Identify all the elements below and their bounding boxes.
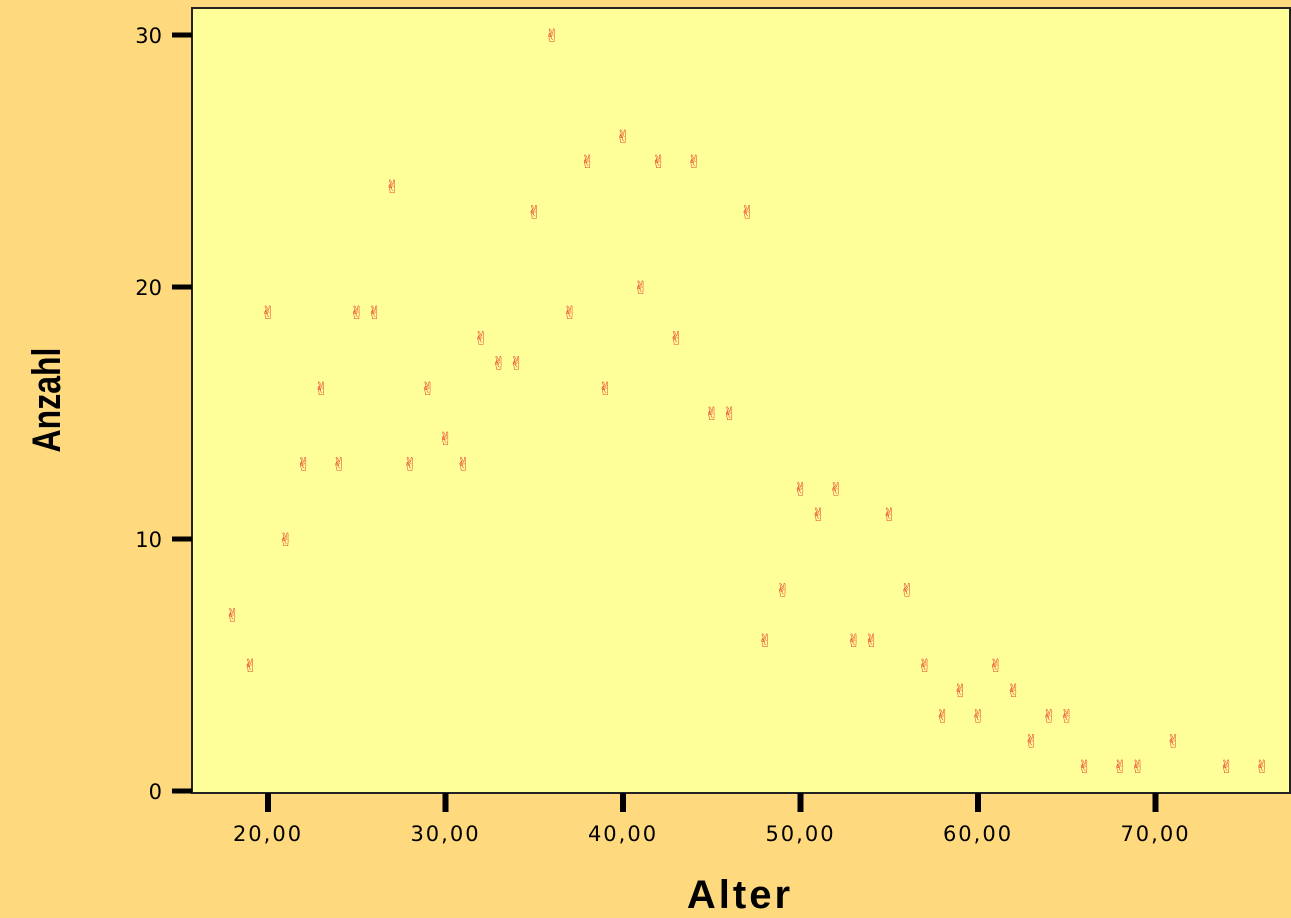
data-point: ✌ xyxy=(970,706,985,727)
data-point: ✌ xyxy=(402,454,417,475)
data-point: ✌ xyxy=(385,177,400,198)
data-point: ✌ xyxy=(935,706,950,727)
y-tick-label: 30 xyxy=(135,24,162,48)
data-point: ✌ xyxy=(456,454,471,475)
data-point: ✌ xyxy=(953,681,968,702)
data-point: ✌ xyxy=(811,505,826,526)
x-tick-label: 70,00 xyxy=(1120,822,1190,846)
data-point: ✌ xyxy=(243,656,258,677)
data-point: ✌ xyxy=(615,127,630,148)
data-point: ✌ xyxy=(1254,757,1269,778)
data-point: ✌ xyxy=(527,202,542,223)
data-point: ✌ xyxy=(544,26,559,47)
x-tick-label: 40,00 xyxy=(588,822,658,846)
data-point: ✌ xyxy=(473,328,488,349)
data-point: ✌ xyxy=(882,505,897,526)
data-point: ✌ xyxy=(651,152,666,173)
data-point: ✌ xyxy=(278,530,293,551)
x-tick-label: 60,00 xyxy=(943,822,1013,846)
data-point: ✌ xyxy=(562,303,577,324)
data-point: ✌ xyxy=(314,379,329,400)
data-point: ✌ xyxy=(509,354,524,375)
data-point: ✌ xyxy=(1077,757,1092,778)
data-point: ✌ xyxy=(296,454,311,475)
plot-area xyxy=(191,7,1291,794)
data-point: ✌ xyxy=(260,303,275,324)
data-point: ✌ xyxy=(740,202,755,223)
y-tick-label: 20 xyxy=(135,276,162,300)
x-tick-label: 30,00 xyxy=(410,822,480,846)
data-point: ✌ xyxy=(1024,732,1039,753)
data-point: ✌ xyxy=(633,278,648,299)
data-point: ✌ xyxy=(491,354,506,375)
data-point: ✌ xyxy=(1112,757,1127,778)
axes: 0 10 20 30 20,00 30,00 40,00 50,00 60,00 70,00 xyxy=(135,24,1190,846)
data-point: ✌ xyxy=(367,303,382,324)
data-point: ✌ xyxy=(1059,706,1074,727)
x-tick-label: 20,00 xyxy=(233,822,303,846)
data-point: ✌ xyxy=(864,631,879,652)
data-point: ✌ xyxy=(757,631,772,652)
data-point: ✌ xyxy=(686,152,701,173)
data-point: ✌ xyxy=(420,379,435,400)
data-point: ✌ xyxy=(669,328,684,349)
data-point: ✌ xyxy=(846,631,861,652)
data-point: ✌ xyxy=(828,480,843,501)
data-points: ✌✌✌✌✌✌✌✌ ✌✌✌✌✌✌✌✌ ✌✌✌✌✌✌✌✌✌✌✌✌ ✌✌✌✌✌✌✌✌ ✌✌✌✌… xyxy=(225,26,1270,778)
y-tick-label: 0 xyxy=(149,780,162,804)
data-point: ✌ xyxy=(1041,706,1056,727)
data-point: ✌ xyxy=(331,454,346,475)
x-tick-label: 50,00 xyxy=(765,822,835,846)
data-point: ✌ xyxy=(1130,757,1145,778)
data-point: ✌ xyxy=(580,152,595,173)
data-point: ✌ xyxy=(793,480,808,501)
y-axis-title: Anzahl xyxy=(24,348,69,453)
data-point: ✌ xyxy=(722,404,737,425)
data-point: ✌ xyxy=(1166,732,1181,753)
data-point: ✌ xyxy=(438,429,453,450)
data-point: ✌ xyxy=(598,379,613,400)
data-point: ✌ xyxy=(917,656,932,677)
data-point: ✌ xyxy=(225,606,240,627)
data-point: ✌ xyxy=(988,656,1003,677)
data-point: ✌ xyxy=(704,404,719,425)
x-axis-title: Alter xyxy=(687,873,793,917)
data-point: ✌ xyxy=(899,580,914,601)
data-point: ✌ xyxy=(1006,681,1021,702)
data-point: ✌ xyxy=(775,580,790,601)
y-tick-label: 10 xyxy=(135,528,162,552)
data-point: ✌ xyxy=(349,303,364,324)
data-point: ✌ xyxy=(1219,757,1234,778)
